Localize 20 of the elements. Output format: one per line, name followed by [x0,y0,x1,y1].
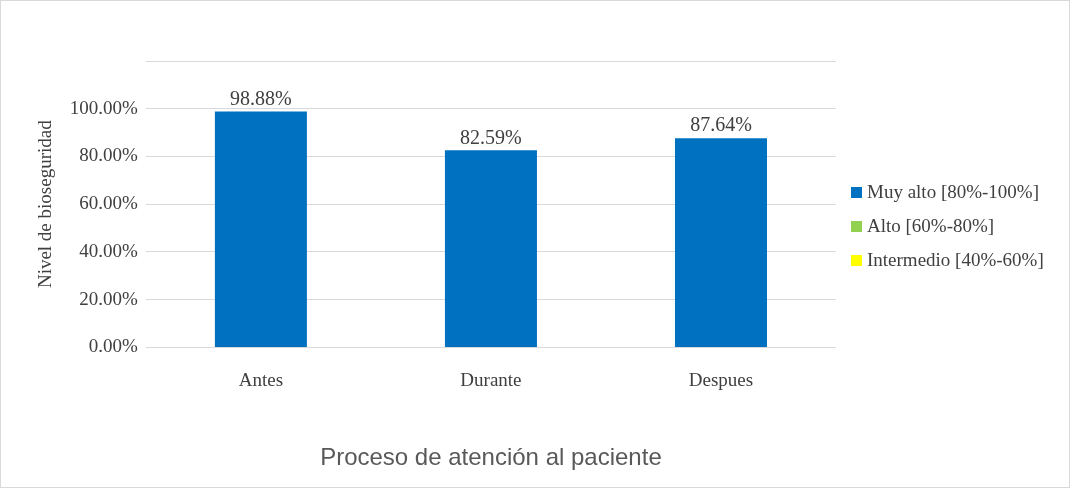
legend-label: Intermedio [40%-60%] [867,249,1044,271]
y-tick-label: 40.00% [79,239,139,261]
y-tick-label: 0.00% [88,335,139,357]
bar [444,150,537,347]
data-label: 98.88% [230,86,292,109]
data-label: 82.59% [460,125,522,148]
y-tick-label: 20.00% [79,287,139,309]
y-axis-title: Nivel de bioseguridad [34,119,56,289]
y-tick-label: 100.00% [69,96,139,118]
x-tick-label: Despues [688,368,754,390]
legend-label: Muy alto [80%-100%] [867,181,1040,203]
x-tick-label: Durante [460,368,522,390]
bar [214,111,307,347]
legend-label: Alto [60%-80%] [867,215,995,237]
x-axis-title: Proceso de atención al paciente [320,443,662,471]
data-label: 87.64% [690,113,752,136]
x-tick-label: Antes [238,368,284,390]
y-tick-label: 60.00% [79,192,139,214]
bar [674,138,767,347]
y-tick-label: 80.00% [79,144,139,166]
